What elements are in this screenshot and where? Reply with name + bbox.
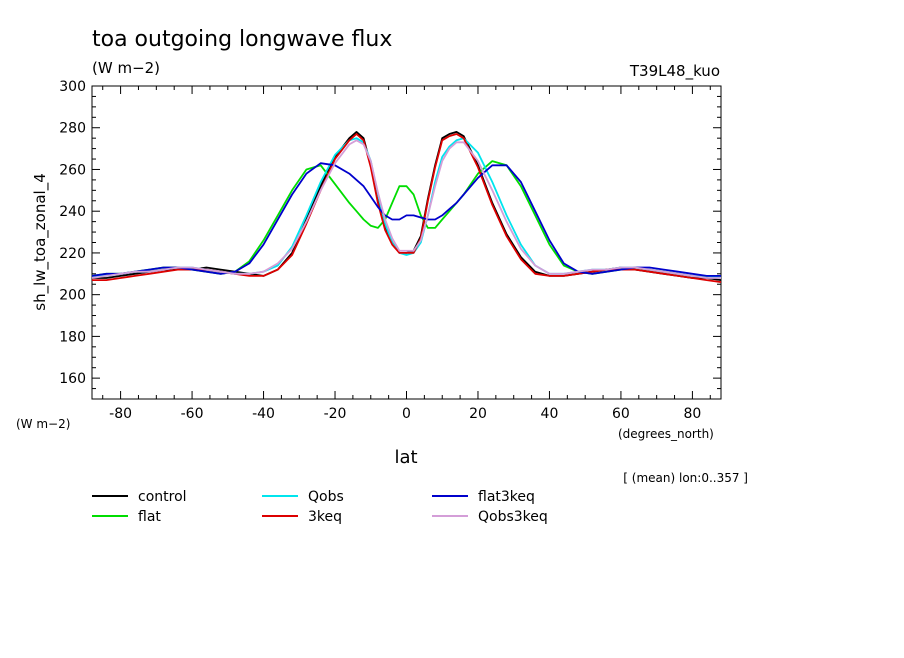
series-line-3keq xyxy=(92,133,722,283)
y-units-label: (W m−2) xyxy=(16,417,70,431)
series-line-control xyxy=(92,130,722,281)
chart-title: toa outgoing longwave flux xyxy=(92,27,392,52)
y-tick-label: 220 xyxy=(59,246,86,262)
y-tick-label: 260 xyxy=(59,162,86,178)
legend-label-3keq: 3keq xyxy=(308,509,342,525)
x-axis-label: lat xyxy=(394,447,417,468)
experiment-label: T39L48_kuo xyxy=(629,62,720,81)
y-tick-label: 160 xyxy=(59,371,86,387)
x-tick-label: 80 xyxy=(683,406,701,422)
x-tick-label: -80 xyxy=(109,406,132,422)
series-line-flat xyxy=(91,160,721,277)
mean-note: [ (mean) lon:0..357 ] xyxy=(623,471,748,485)
axes: -80 -60 -40 -20 0 20 40 60 80 160 180 200 220 240 260 2… xyxy=(59,79,722,422)
x-tick-label: 60 xyxy=(612,406,630,422)
y-tick-label: 180 xyxy=(59,329,86,345)
series-line-qobs3keq xyxy=(91,139,721,279)
x-units-label: (degrees_north) xyxy=(618,427,714,441)
legend-label-flat: flat xyxy=(138,509,161,525)
legend-label-flat3keq: flat3keq xyxy=(478,489,535,505)
y-tick-label: 240 xyxy=(59,204,86,220)
x-tick-label: -40 xyxy=(252,406,275,422)
x-tick-label: 20 xyxy=(469,406,487,422)
plot-frame xyxy=(91,85,722,400)
y-tick-label: 280 xyxy=(59,121,86,137)
x-tick-label: 40 xyxy=(541,406,559,422)
y-axis-label: sh_lw_toa_zonal_4 xyxy=(31,173,50,310)
y-tick-label: 300 xyxy=(59,79,86,95)
x-tick-label: 0 xyxy=(402,406,411,422)
legend-label-control: control xyxy=(138,489,187,505)
series-group xyxy=(91,130,722,283)
legend-label-qobs: Qobs xyxy=(308,489,344,505)
x-tick-label: -20 xyxy=(324,406,347,422)
units-label: (W m−2) xyxy=(92,59,160,77)
x-tick-label: -60 xyxy=(181,406,204,422)
legend-label-qobs3keq: Qobs3keq xyxy=(478,509,548,525)
series-line-flat3keq xyxy=(91,162,721,277)
series-line-qobs xyxy=(92,137,722,279)
y-tick-label: 200 xyxy=(59,288,86,304)
